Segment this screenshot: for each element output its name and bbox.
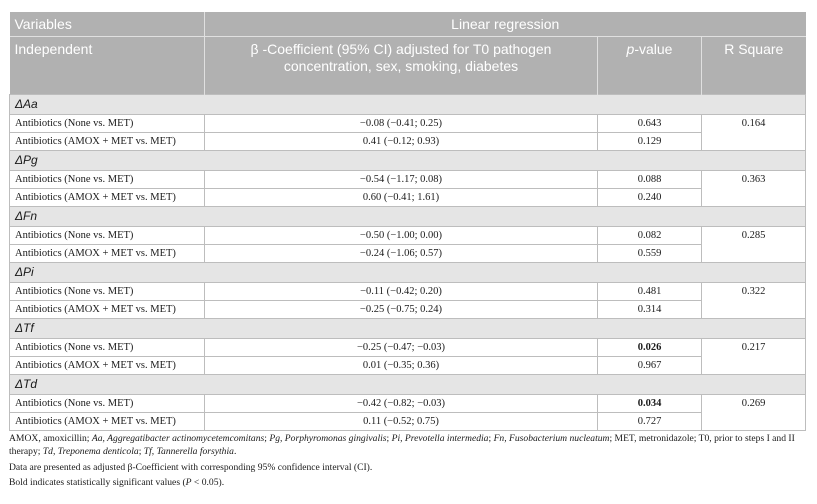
footnote-presentation: Data are presented as adjusted β-Coeffic… [9, 461, 373, 473]
group-label: ΔFn [8, 206, 807, 227]
footnote-bold-note: Bold indicates statistically significant… [9, 477, 225, 489]
p-value-cell: 0.727 [597, 412, 702, 431]
p-value-cell: 0.026 [597, 338, 702, 357]
beta-cell: −0.25 (−0.47; −0.03) [204, 338, 598, 357]
header-linear-regression: Linear regression [203, 12, 806, 37]
r-square-cell: 0.269 [700, 394, 807, 431]
p-value-cell: 0.240 [597, 188, 702, 207]
header-row-columns: Independent β -Coefficient (95% CI) adju… [9, 36, 806, 95]
group-label: ΔPi [8, 262, 807, 283]
group-row: ΔAa [8, 94, 807, 115]
beta-cell: 0.01 (−0.35; 0.36) [204, 356, 598, 375]
p-value-cell: 0.129 [597, 132, 702, 151]
table-row: Antibiotics (AMOX + MET vs. MET) 0.01 (−0… [9, 356, 806, 375]
p-value-cell: 0.559 [597, 244, 702, 263]
p-value-cell: 0.082 [597, 226, 702, 245]
group-row: ΔPi [8, 262, 807, 283]
header-variables: Variables [9, 12, 205, 37]
beta-cell: −0.54 (−1.17; 0.08) [204, 170, 598, 189]
group-label: ΔAa [8, 94, 807, 115]
independent-cell: Antibiotics (None vs. MET) [9, 114, 205, 133]
group-label: ΔTd [8, 374, 807, 395]
group-row: ΔPg [8, 150, 807, 171]
p-value-cell: 0.643 [597, 114, 702, 133]
header-p-italic: p [626, 41, 635, 57]
table-row: Antibiotics (AMOX + MET vs. MET) −0.25 (−… [9, 300, 806, 319]
r-square-cell: 0.322 [700, 282, 807, 319]
table-row: Antibiotics (None vs. MET) −0.42 (−0.82; … [9, 394, 807, 431]
group-row: ΔFn [8, 206, 807, 227]
header-beta-line2: concentration, sex, smoking, diabetes [283, 58, 519, 74]
table-row: Antibiotics (None vs. MET) −0.50 (−1.00; … [9, 226, 807, 263]
beta-cell: −0.25 (−0.75; 0.24) [204, 300, 598, 319]
independent-cell: Antibiotics (None vs. MET) [9, 394, 205, 413]
independent-cell: Antibiotics (AMOX + MET vs. MET) [9, 244, 205, 263]
independent-cell: Antibiotics (AMOX + MET vs. MET) [9, 188, 205, 207]
beta-cell: −0.24 (−1.06; 0.57) [204, 244, 598, 263]
independent-cell: Antibiotics (AMOX + MET vs. MET) [9, 412, 205, 431]
p-value-cell: 0.034 [597, 394, 702, 413]
independent-cell: Antibiotics (None vs. MET) [9, 282, 205, 301]
regression-table: Variables Linear regression Independent … [8, 12, 807, 431]
r-square-cell: 0.164 [700, 114, 807, 151]
p-value-cell: 0.314 [597, 300, 702, 319]
group-row: ΔTd [8, 374, 807, 395]
table-row: Antibiotics (None vs. MET) −0.08 (−0.41; … [9, 114, 807, 151]
header-p-suffix: -value [634, 41, 673, 57]
r-square-cell: 0.363 [700, 170, 807, 207]
beta-cell: −0.50 (−1.00; 0.00) [204, 226, 598, 245]
p-value-cell: 0.088 [597, 170, 702, 189]
table-row: Antibiotics (None vs. MET) −0.25 (−0.47; … [9, 338, 807, 375]
p-value-cell: 0.481 [597, 282, 702, 301]
header-p-value: p-value [597, 36, 702, 95]
header-beta-coefficient: β -Coefficient (95% CI) adjusted for T0 … [204, 36, 598, 95]
header-independent: Independent [9, 36, 205, 95]
independent-cell: Antibiotics (AMOX + MET vs. MET) [9, 300, 205, 319]
p-value-cell: 0.967 [597, 356, 702, 375]
beta-cell: −0.42 (−0.82; −0.03) [204, 394, 598, 413]
table-row: Antibiotics (AMOX + MET vs. MET) 0.60 (−0… [9, 188, 806, 207]
group-label: ΔPg [8, 150, 807, 171]
beta-cell: 0.11 (−0.52; 0.75) [204, 412, 598, 431]
group-row: ΔTf [8, 318, 807, 339]
independent-cell: Antibiotics (None vs. MET) [9, 170, 205, 189]
header-beta-line1: β -Coefficient (95% CI) adjusted for T0 … [250, 41, 552, 57]
independent-cell: Antibiotics (None vs. MET) [9, 338, 205, 357]
independent-cell: Antibiotics (AMOX + MET vs. MET) [9, 356, 205, 375]
beta-cell: −0.08 (−0.41; 0.25) [204, 114, 598, 133]
beta-cell: −0.11 (−0.42; 0.20) [204, 282, 598, 301]
independent-cell: Antibiotics (None vs. MET) [9, 226, 205, 245]
beta-cell: 0.41 (−0.12; 0.93) [204, 132, 598, 151]
table-row: Antibiotics (None vs. MET) −0.54 (−1.17; … [9, 170, 807, 207]
header-r-square: R Square [700, 36, 806, 95]
table-row: Antibiotics (AMOX + MET vs. MET) 0.41 (−0… [9, 132, 806, 151]
table-body: ΔAa Antibiotics (None vs. MET) −0.08 (−0.4… [8, 94, 807, 431]
table-footnotes: AMOX, amoxicillin; Aa, Aggregatibacter a… [9, 432, 809, 492]
footnote-abbreviations: AMOX, amoxicillin; Aa, Aggregatibacter a… [9, 433, 795, 458]
r-square-cell: 0.285 [700, 226, 807, 263]
group-label: ΔTf [8, 318, 807, 339]
table-row: Antibiotics (AMOX + MET vs. MET) −0.24 (−… [9, 244, 806, 263]
r-square-cell: 0.217 [700, 338, 807, 375]
table-row: Antibiotics (AMOX + MET vs. MET) 0.11 (−0… [9, 412, 806, 431]
beta-cell: 0.60 (−0.41; 1.61) [204, 188, 598, 207]
table-row: Antibiotics (None vs. MET) −0.11 (−0.42; … [9, 282, 807, 319]
independent-cell: Antibiotics (AMOX + MET vs. MET) [9, 132, 205, 151]
regression-table-container: Variables Linear regression Independent … [8, 12, 807, 431]
header-row-top: Variables Linear regression [9, 12, 806, 37]
